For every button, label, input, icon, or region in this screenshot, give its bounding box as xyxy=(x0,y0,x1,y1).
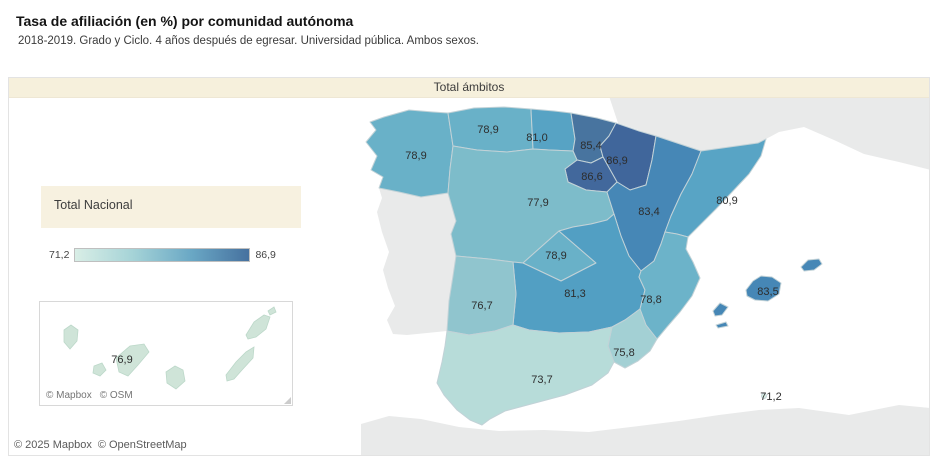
region-value-label-castilla-y-leon: 77,9 xyxy=(527,197,548,209)
region-value-label-la-rioja: 86,6 xyxy=(581,171,602,183)
inset-resize-handle[interactable] xyxy=(284,397,291,404)
landmass-portugal xyxy=(377,188,456,335)
island-fuerteventura[interactable] xyxy=(225,346,255,382)
scale-max-label: 86,9 xyxy=(255,249,276,261)
region-value-label-baleares: 83,5 xyxy=(757,286,778,298)
region-value-labels: 78,9 78,9 81,0 85,4 86,9 86,6 83,4 80,9 77,9 78,9… xyxy=(405,124,781,403)
region-galicia[interactable] xyxy=(365,109,454,198)
region-melilla[interactable] xyxy=(761,393,767,399)
region-baleares-mallorca[interactable] xyxy=(745,275,782,302)
canary-islands-inset-map[interactable]: 76,9 © Mapbox © OSM xyxy=(39,301,293,406)
landmass-france xyxy=(609,96,929,170)
spain-choropleth-map[interactable]: 78,9 78,9 81,0 85,4 86,9 86,6 83,4 80,9 77,9 78,9… xyxy=(309,94,930,456)
region-value-label-aragon: 83,4 xyxy=(638,206,659,218)
landmass-africa xyxy=(361,405,929,455)
inset-osm-link[interactable]: © OSM xyxy=(99,390,133,401)
page-title: Tasa de afiliación (en %) por comunidad … xyxy=(16,13,354,29)
region-value-label-canarias: 76,9 xyxy=(111,354,132,366)
region-baleares-ibiza[interactable] xyxy=(712,302,729,317)
region-value-label-extremadura: 76,7 xyxy=(471,300,492,312)
region-value-label-cataluna: 80,9 xyxy=(716,195,737,207)
region-value-label-valencia: 78,8 xyxy=(640,294,661,306)
region-value-label-galicia: 78,9 xyxy=(405,150,426,162)
region-value-label-madrid: 78,9 xyxy=(545,250,566,262)
region-value-label-castilla-la-mancha: 81,3 xyxy=(564,288,585,300)
column-header-total-ambitos: Total ámbitos xyxy=(9,78,929,98)
legend-box: Total Nacional xyxy=(41,186,301,228)
color-scale: 71,2 86,9 xyxy=(49,248,276,262)
region-value-label-melilla: 71,2 xyxy=(760,391,781,403)
island-la-palma[interactable] xyxy=(63,324,79,350)
page-subtitle: 2018-2019. Grado y Ciclo. 4 años después… xyxy=(18,35,479,47)
scale-min-label: 71,2 xyxy=(49,249,70,261)
region-value-label-pais-vasco: 85,4 xyxy=(580,140,601,152)
map-attribution: © 2025 Mapbox © OpenStreetMap xyxy=(10,437,201,454)
region-value-label-andalucia: 73,7 xyxy=(531,374,552,386)
island-tenerife[interactable] xyxy=(115,343,150,377)
region-cataluna[interactable] xyxy=(664,138,767,238)
color-scale-gradient-bar xyxy=(74,248,251,262)
region-value-label-navarra: 86,9 xyxy=(606,155,627,167)
region-extremadura[interactable] xyxy=(446,255,517,336)
region-murcia[interactable] xyxy=(607,308,658,369)
region-value-label-asturias: 78,9 xyxy=(477,124,498,136)
region-value-label-cantabria: 81,0 xyxy=(526,132,547,144)
island-lanzarote[interactable] xyxy=(245,314,271,340)
region-value-label-murcia: 75,8 xyxy=(613,347,634,359)
map-panel: Total ámbitos xyxy=(8,77,930,456)
region-andalucia[interactable] xyxy=(436,324,615,426)
region-cantabria[interactable] xyxy=(530,108,576,152)
inset-mapbox-link[interactable]: © Mapbox xyxy=(46,390,92,401)
region-baleares-menorca[interactable] xyxy=(800,258,823,272)
region-valencia[interactable] xyxy=(638,231,701,340)
inset-value-labels: 76,9 xyxy=(111,354,132,366)
island-la-gomera[interactable] xyxy=(92,362,107,377)
island-la-graciosa[interactable] xyxy=(267,306,277,316)
mapbox-link[interactable]: © 2025 Mapbox xyxy=(14,439,92,451)
island-gran-canaria[interactable] xyxy=(165,365,186,390)
region-baleares-formentera[interactable] xyxy=(715,321,729,329)
inset-attribution: © Mapbox © OSM xyxy=(46,390,141,401)
legend-title: Total Nacional xyxy=(54,198,133,212)
openstreetmap-link[interactable]: © OpenStreetMap xyxy=(97,439,187,451)
